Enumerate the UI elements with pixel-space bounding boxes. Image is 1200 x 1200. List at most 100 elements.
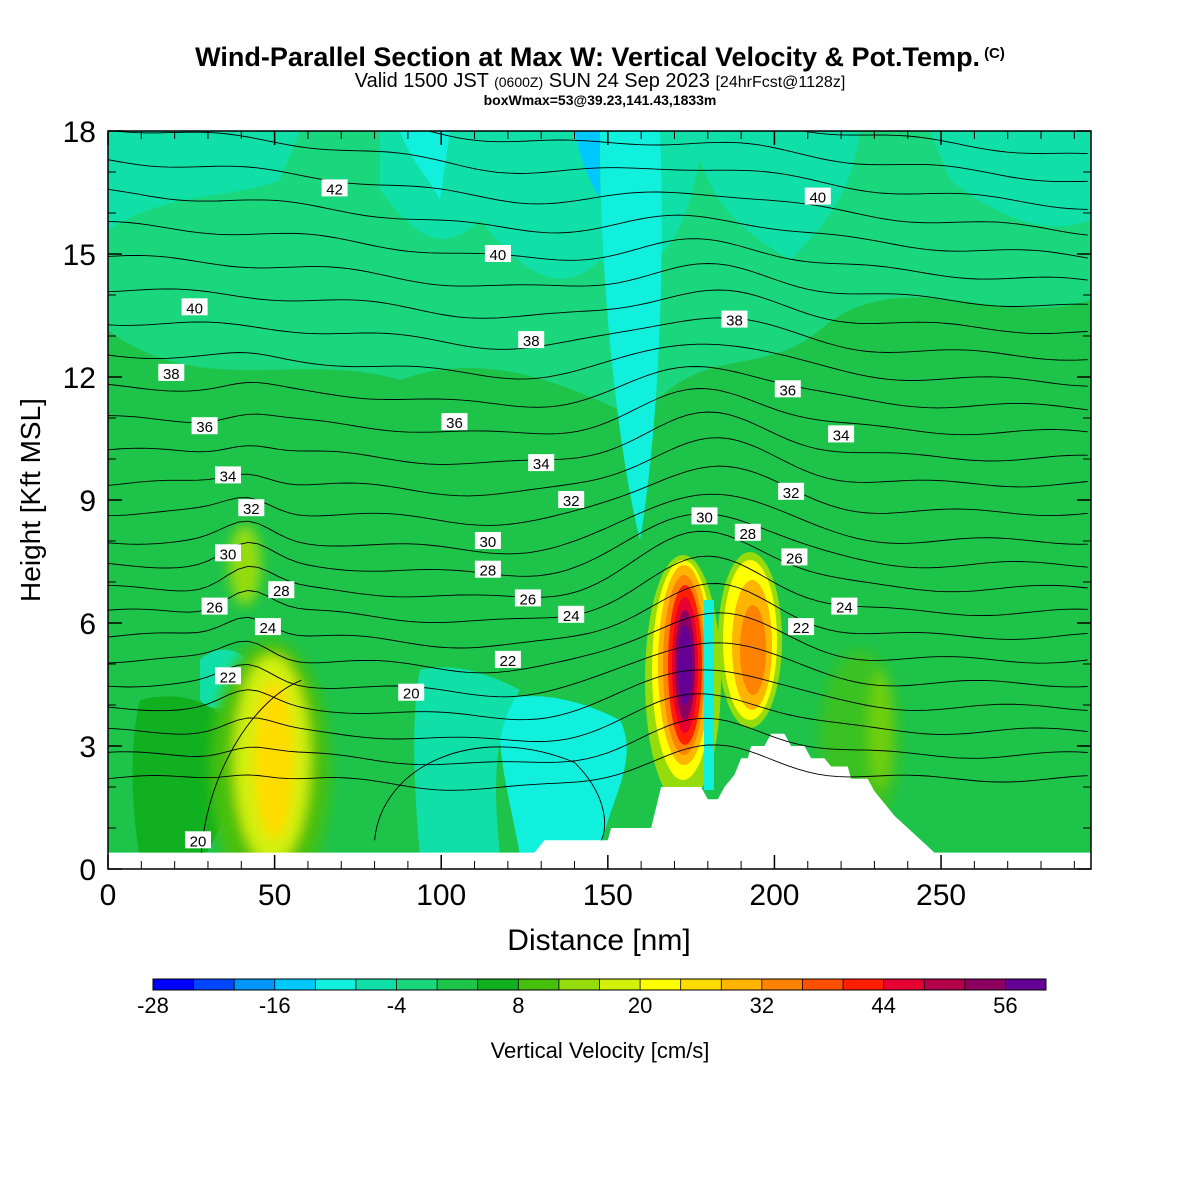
theta-label-text: 26 <box>786 550 803 567</box>
theta-label-text: 20 <box>190 833 207 850</box>
isentrope-line <box>111 131 1088 210</box>
theta-label-text: 22 <box>793 620 810 637</box>
colorbar-segment <box>802 979 844 990</box>
colorbar-segment <box>1005 979 1047 990</box>
y-tick-label: 15 <box>63 239 96 272</box>
isentrope-line <box>108 317 1088 361</box>
theta-label-bg <box>558 605 585 623</box>
theta-label-text: 24 <box>260 620 277 637</box>
colorbar-tick-label: 20 <box>628 993 652 1018</box>
theta-label-bg <box>528 454 555 472</box>
theta-label-text: 28 <box>480 563 497 580</box>
main-updraft-core <box>645 555 721 805</box>
y-tick-label: 9 <box>79 485 96 518</box>
x-tick-label: 100 <box>416 879 466 912</box>
theta-label: 26 <box>781 548 808 567</box>
isentrope-line <box>108 159 1088 236</box>
colorbar-tick-label: 44 <box>871 993 895 1018</box>
x-tick-label: 200 <box>749 879 799 912</box>
colorbar-segment <box>396 979 438 990</box>
colorbar-tick-label: 32 <box>750 993 774 1018</box>
colorbar-segment <box>437 979 479 990</box>
theta-label-bg <box>778 482 805 500</box>
isentrope-line <box>108 530 1088 598</box>
updraft-upper-left <box>229 525 261 605</box>
colorbar-segment <box>315 979 357 990</box>
isentrope-line <box>108 0 1088 59</box>
theta-label-text: 24 <box>563 608 580 625</box>
colorbar-segment <box>193 979 235 990</box>
lower-cyan-region <box>499 696 627 855</box>
theta-label-text: 42 <box>326 181 343 198</box>
colorbar: -28 -16 -4 8 20 32 44 56 <box>137 978 1047 1018</box>
isentrope-closed <box>200 679 302 853</box>
x-tick-label: 0 <box>100 879 117 912</box>
isentrope-line <box>108 188 1088 259</box>
theta-label-text: 32 <box>783 485 800 502</box>
theta-label-bg <box>691 507 718 525</box>
theta-label-text: 36 <box>446 415 463 432</box>
colorbar-tick-label: 56 <box>993 993 1017 1018</box>
chart-subtitle-box-info: boxWmax=53@39.23,141.43,1833m <box>483 92 717 108</box>
theta-label: 38 <box>158 363 185 383</box>
theta-label: 38 <box>518 331 545 350</box>
theta-label-bg <box>398 683 425 701</box>
theta-label: 22 <box>788 618 815 637</box>
velocity-field <box>108 131 1091 869</box>
colorbar-label: Vertical Velocity [cm/s] <box>491 1038 710 1063</box>
isentrope-line <box>108 0 1088 84</box>
colorbar-segment <box>153 979 194 990</box>
theta-label-bg <box>804 187 831 205</box>
theta-label-text: 26 <box>520 591 537 608</box>
theta-label-bg <box>191 417 218 435</box>
theta-label: 36 <box>441 413 468 432</box>
theta-label: 40 <box>484 245 511 264</box>
isentrope-line <box>108 717 1088 766</box>
theta-label-text: 34 <box>533 456 550 473</box>
theta-label-text: 22 <box>220 669 237 686</box>
theta-label-bg <box>484 245 511 262</box>
theta-label: 32 <box>558 491 585 510</box>
isentrope-line <box>108 493 1088 555</box>
isentrope-line <box>108 221 1088 281</box>
theta-label: 26 <box>201 597 228 617</box>
x-tick-label: 150 <box>583 879 633 912</box>
colorbar-segment <box>964 979 1006 990</box>
isentrope-line <box>108 366 1088 411</box>
theta-label-bg <box>831 597 858 615</box>
theta-label: 28 <box>734 523 761 543</box>
theta-label: 26 <box>514 589 541 608</box>
colorbar-tick-label: -4 <box>387 993 407 1018</box>
isentrope-line <box>108 0 1088 106</box>
theta-label: 22 <box>215 667 241 686</box>
theta-label: 36 <box>774 380 801 399</box>
theta-label: 20 <box>398 683 425 703</box>
theta-label-bg <box>494 650 521 668</box>
theta-label: 28 <box>474 560 501 580</box>
theta-label: 20 <box>185 831 211 850</box>
theta-label-text: 40 <box>186 300 203 317</box>
upper-cyan-green-region <box>108 131 300 230</box>
theta-label: 22 <box>494 650 521 670</box>
theta-label: 28 <box>268 581 295 600</box>
secondary-updraft-core <box>718 552 782 728</box>
theta-label-text: 38 <box>523 333 540 350</box>
theta-label-text: 22 <box>500 653 517 670</box>
colorbar-segment <box>477 979 519 990</box>
y-tick-label: 0 <box>79 854 96 887</box>
colorbar-segment <box>355 979 397 990</box>
theta-label-bg <box>721 310 748 328</box>
theta-label-text: 24 <box>836 600 853 617</box>
theta-label-bg <box>254 618 281 636</box>
theta-label-bg <box>181 298 208 316</box>
isentrope-closed <box>374 746 606 841</box>
theta-label-bg <box>268 581 295 599</box>
theta-label: 30 <box>215 544 241 563</box>
theta-label-bg <box>215 667 241 685</box>
colorbar-segment <box>558 979 600 990</box>
theta-label-text: 26 <box>206 600 223 617</box>
chart-subtitle-valid-time: Valid 1500 JST (0600Z) SUN 24 Sep 2023 [… <box>354 70 846 92</box>
theta-label-text: 20 <box>403 686 420 703</box>
lower-cyan-green-region <box>414 667 520 855</box>
isentrope-line <box>108 254 1088 307</box>
